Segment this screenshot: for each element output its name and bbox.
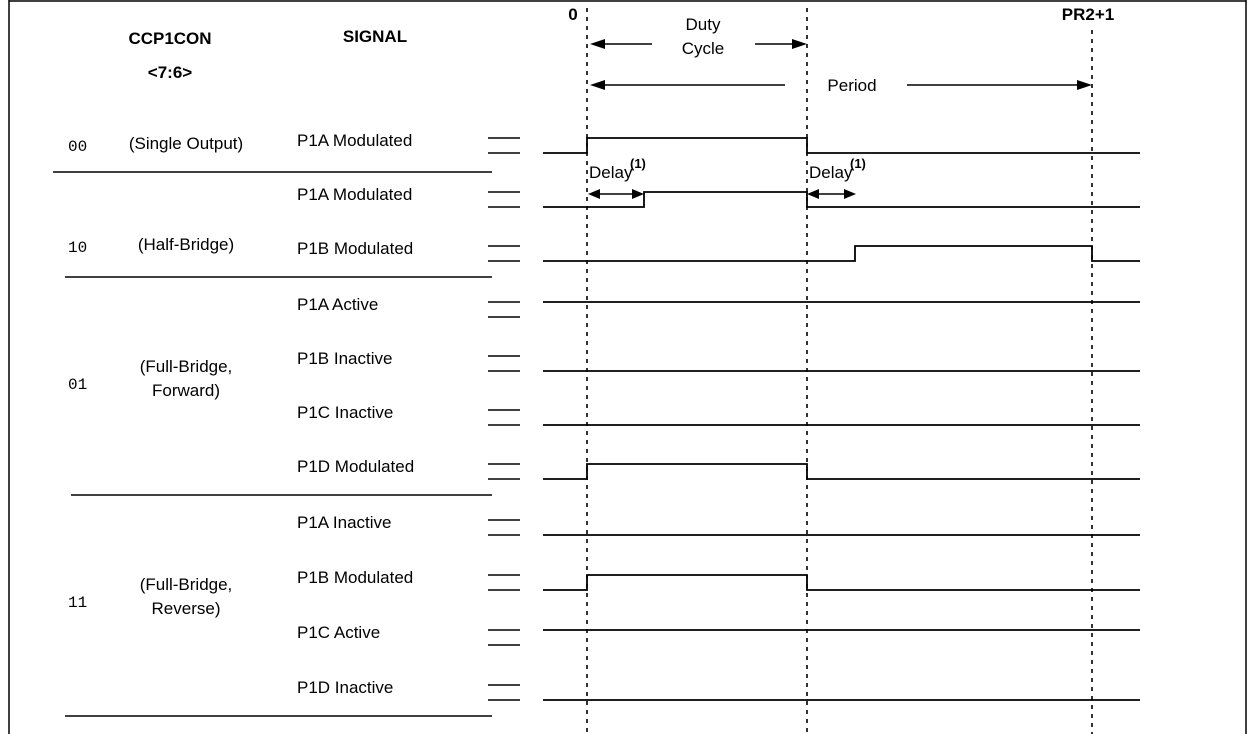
signal-label: P1A Modulated (297, 185, 412, 204)
duty-cycle-arrow (590, 39, 807, 49)
signal-label: P1A Modulated (297, 131, 412, 150)
ccp1con-bits-header: <7:6> (148, 63, 192, 82)
signal-row: P1A Inactive (297, 513, 1140, 536)
signal-waveform (543, 574, 1140, 591)
signal-label: P1C Active (297, 623, 380, 642)
signal-row: P1B Modulated (297, 239, 1140, 262)
period-label: Period (827, 76, 876, 95)
mode-description-line2: Reverse) (152, 599, 221, 618)
delay-label-second: Delay (809, 163, 853, 182)
signal-waveform (543, 191, 1140, 208)
time-zero-marker: 0 (568, 5, 577, 24)
signal-row: P1C Active (297, 623, 1140, 646)
delay-label-first: Delay (589, 163, 633, 182)
signal-row: P1B Inactive (297, 349, 1140, 372)
mode-code: 00 (68, 138, 87, 156)
signal-label: P1C Inactive (297, 403, 393, 422)
signal-row: P1A Modulated (297, 131, 1140, 154)
signal-row: P1B Modulated (297, 568, 1140, 591)
delay-arrow-first (588, 189, 644, 199)
duty-label-line2: Cycle (682, 39, 725, 58)
signal-waveform (543, 463, 1140, 480)
mode-description-line2: Forward) (152, 381, 220, 400)
mode-group-half-bridge: 10 (Half-Bridge) (68, 235, 234, 257)
signal-rows: P1A Modulated P1A Modulated P1B Modulated P… (297, 131, 1140, 701)
signal-row: P1A Modulated (297, 185, 1140, 208)
signal-row: P1C Inactive (297, 403, 1140, 426)
signal-waveform (543, 245, 1140, 262)
signal-row: P1D Inactive (297, 678, 1140, 701)
signal-header: SIGNAL (343, 27, 407, 46)
mode-code: 01 (68, 376, 87, 394)
signal-label: P1B Inactive (297, 349, 392, 368)
signal-row: P1A Active (297, 295, 1140, 318)
duty-label-line1: Duty (686, 15, 721, 34)
ccp1con-mode-groups: 00 (Single Output) 10 (Half-Bridge) 01 (… (68, 134, 243, 618)
mode-group-single-output: 00 (Single Output) (68, 134, 243, 156)
mode-description-line1: (Full-Bridge, (140, 575, 233, 594)
ccp1con-header: CCP1CON (128, 29, 211, 48)
signal-waveform (543, 137, 1140, 154)
mode-description: (Half-Bridge) (138, 235, 234, 254)
signal-label: P1D Modulated (297, 457, 414, 476)
signal-label: P1A Inactive (297, 513, 392, 532)
mode-description-line1: (Full-Bridge, (140, 357, 233, 376)
mode-group-full-bridge-forward: 01 (Full-Bridge, Forward) (68, 357, 232, 400)
signal-label: P1A Active (297, 295, 378, 314)
period-arrow (590, 80, 1092, 90)
signal-label: P1D Inactive (297, 678, 393, 697)
mode-code: 11 (68, 594, 87, 612)
signal-label: P1B Modulated (297, 568, 413, 587)
mode-code: 10 (68, 239, 87, 257)
delay-footnote-first: (1) (630, 156, 646, 171)
period-end-marker: PR2+1 (1062, 5, 1114, 24)
mode-group-full-bridge-reverse: 11 (Full-Bridge, Reverse) (68, 575, 232, 618)
signal-label: P1B Modulated (297, 239, 413, 258)
delay-arrow-second (807, 189, 856, 199)
signal-row: P1D Modulated (297, 457, 1140, 480)
mode-description: (Single Output) (129, 134, 243, 153)
delay-footnote-second: (1) (850, 156, 866, 171)
